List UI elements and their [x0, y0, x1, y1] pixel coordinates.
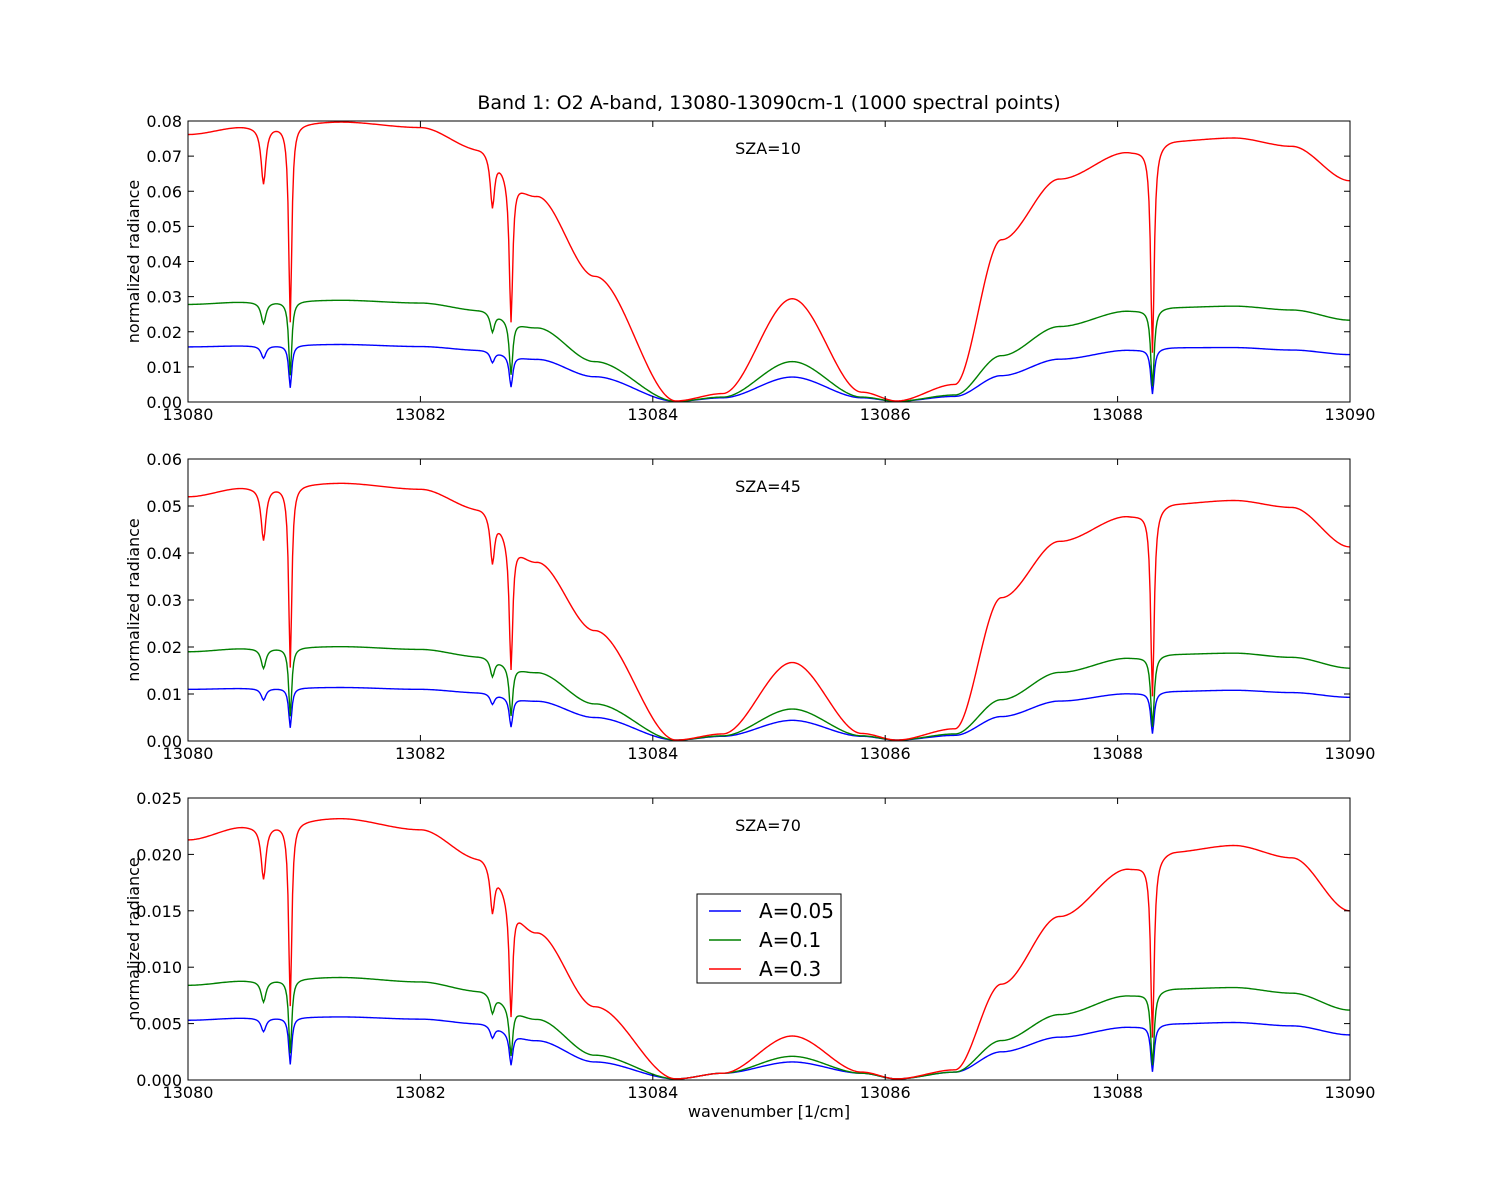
x-tick-label: 13088 [1092, 744, 1143, 763]
panel-annotation: SZA=70 [735, 816, 801, 835]
y-tick-label: 0.025 [136, 789, 182, 808]
legend: A=0.05 A=0.1 A=0.3 [696, 893, 842, 984]
x-tick-label: 13088 [1092, 1083, 1143, 1102]
x-tick-label: 13086 [860, 405, 911, 424]
x-tick-label: 13082 [395, 1083, 446, 1102]
series-line-a-0-05 [188, 343, 1351, 403]
x-tick-label: 13080 [163, 744, 214, 763]
x-tick-label: 13086 [860, 744, 911, 763]
y-tick-label: 0.01 [146, 685, 182, 704]
y-tick-label: 0.00 [146, 732, 182, 751]
y-tick-label: 0.02 [146, 323, 182, 342]
y-tick-label: 0.000 [136, 1071, 182, 1090]
x-tick-label: 13086 [860, 1083, 911, 1102]
panels-group: 0.00 0.01 0.02 0.03 0.04 0.05 0.06 0.07 0.08 1308… [124, 112, 1375, 1102]
y-axis-label: normalized radiance [124, 518, 143, 682]
legend-entry: A=0.3 [759, 957, 821, 981]
x-axis-label: wavenumber [1/cm] [688, 1102, 850, 1121]
legend-box [696, 893, 842, 984]
y-tick-label: 0.020 [136, 845, 182, 864]
y-tick-label: 0.01 [146, 358, 182, 377]
series-line-a-0-05 [188, 1016, 1351, 1080]
panel-3: 0.000 0.005 0.010 0.015 0.020 0.025 13080 13082… [124, 789, 1375, 1102]
series-line-a-0-1 [187, 976, 1351, 1080]
y-tick-label: 0.06 [146, 182, 182, 201]
y-tick-label: 0.03 [146, 591, 182, 610]
y-tick-label: 0.07 [146, 147, 182, 166]
x-tick-label: 13090 [1325, 744, 1376, 763]
y-tick-label: 0.05 [146, 497, 182, 516]
x-tick-label: 13084 [627, 1083, 678, 1102]
x-tick-label: 13082 [395, 744, 446, 763]
y-axis-label: normalized radiance [124, 857, 143, 1021]
x-tick-label: 13090 [1325, 1083, 1376, 1102]
x-tick-label: 13090 [1325, 405, 1376, 424]
x-tick-label: 13088 [1092, 405, 1143, 424]
y-tick-label: 0.015 [136, 902, 182, 921]
x-tick-label: 13084 [627, 405, 678, 424]
x-tick-label: 13080 [163, 1083, 214, 1102]
series-line-a-0-3 [188, 482, 1351, 741]
y-tick-label: 0.06 [146, 450, 182, 469]
panel-annotation: SZA=45 [735, 477, 801, 496]
y-tick-label: 0.005 [136, 1015, 182, 1034]
y-tick-label: 0.02 [146, 638, 182, 657]
panel-1: 0.00 0.01 0.02 0.03 0.04 0.05 0.06 0.07 0.08 1308… [124, 112, 1375, 424]
y-tick-label: 0.08 [146, 112, 182, 131]
series-line-a-0-1 [188, 645, 1351, 741]
legend-entry: A=0.1 [759, 928, 821, 952]
y-tick-label: 0.010 [136, 958, 182, 977]
y-tick-label: 0.04 [146, 253, 182, 272]
series-line-a-0-1 [188, 299, 1351, 403]
series-line-a-0-3 [187, 121, 1351, 402]
legend-entry: A=0.05 [759, 899, 834, 923]
y-axis-label: normalized radiance [124, 180, 143, 344]
y-tick-label: 0.03 [146, 288, 182, 307]
series-line-a-0-3 [187, 817, 1351, 1080]
y-tick-label: 0.05 [146, 217, 182, 236]
panel-annotation: SZA=10 [735, 139, 801, 158]
series-line-a-0-05 [188, 686, 1350, 741]
chart-title: Band 1: O2 A-band, 13080-13090cm-1 (1000… [477, 92, 1060, 114]
x-tick-label: 13080 [163, 405, 214, 424]
axes-frame [187, 797, 1351, 1081]
x-tick-label: 13084 [627, 744, 678, 763]
y-tick-label: 0.00 [146, 393, 182, 412]
x-tick-label: 13082 [395, 405, 446, 424]
panel-2: 0.00 0.01 0.02 0.03 0.04 0.05 0.06 13080 13082 13… [124, 450, 1375, 763]
y-tick-label: 0.04 [146, 544, 182, 563]
